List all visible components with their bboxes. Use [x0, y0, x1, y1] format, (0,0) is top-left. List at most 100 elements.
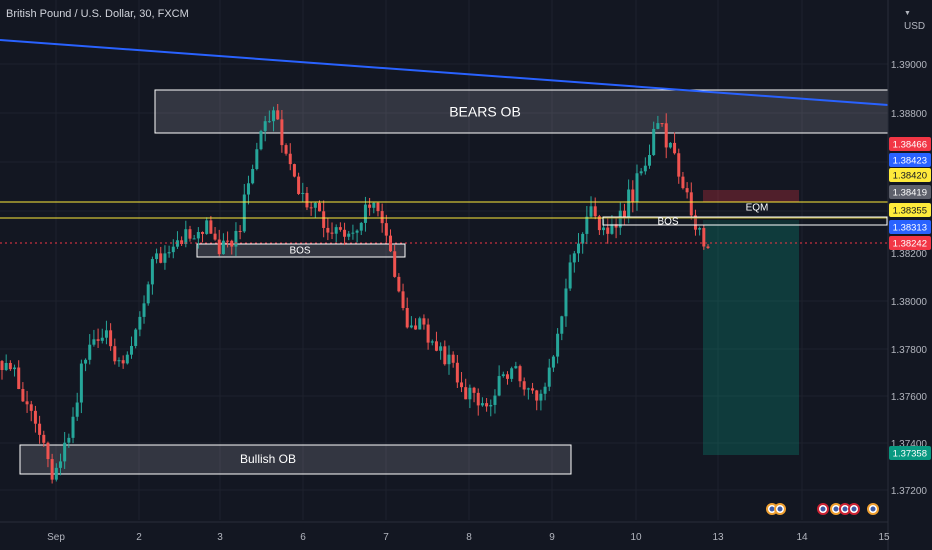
event-flag-icon[interactable]	[839, 503, 851, 515]
price-tag: 1.38420	[889, 168, 931, 182]
candle	[104, 320, 108, 345]
candle	[539, 389, 543, 411]
candle	[255, 142, 259, 171]
candle	[355, 229, 359, 243]
candle	[673, 132, 677, 155]
candle	[514, 361, 518, 369]
candle	[263, 115, 267, 142]
price-tag: 1.37358	[889, 446, 931, 460]
candle	[468, 384, 472, 409]
candle	[668, 142, 672, 149]
candle	[480, 397, 484, 407]
candle	[434, 331, 438, 352]
candle	[493, 389, 497, 414]
bullish-ob-zone[interactable]	[19, 444, 572, 475]
candle	[209, 216, 213, 234]
candle	[485, 397, 489, 412]
currency-selector[interactable]: ▼ USD	[904, 10, 932, 32]
time-tick: 14	[796, 532, 808, 543]
candle	[501, 371, 505, 378]
candle	[21, 382, 25, 402]
time-tick: 3	[217, 532, 223, 543]
candle	[175, 231, 179, 249]
candle	[0, 360, 4, 380]
candle	[284, 143, 288, 156]
candle	[564, 278, 568, 327]
candle	[568, 254, 572, 291]
candle	[221, 233, 225, 255]
event-flag-icon[interactable]	[817, 503, 829, 515]
time-axis[interactable]: Sep 2 3 6 7 8 9 10 13 14 15	[0, 521, 890, 543]
candle	[142, 295, 146, 324]
short-stop-zone[interactable]	[703, 190, 799, 202]
candle	[113, 338, 117, 365]
candle	[205, 217, 209, 235]
event-flag-icon[interactable]	[830, 503, 842, 515]
candle	[685, 182, 689, 199]
candle	[681, 171, 685, 190]
candle	[464, 378, 468, 400]
bears-ob-label: BEARS OB	[449, 104, 521, 120]
price-tick: 1.37400	[891, 439, 928, 450]
time-tick: 8	[466, 532, 472, 543]
candle	[664, 113, 668, 159]
time-tick: 7	[383, 532, 389, 543]
candlesticks	[0, 104, 710, 484]
candle	[531, 382, 535, 394]
candle	[272, 106, 276, 132]
candle	[292, 163, 296, 178]
short-target-zone[interactable]	[703, 220, 799, 455]
candle	[288, 143, 292, 171]
candle	[430, 339, 434, 346]
price-tick: 1.38000	[891, 297, 928, 308]
economic-events[interactable]	[766, 503, 879, 515]
time-tick: Sep	[47, 532, 65, 543]
event-flag-icon[interactable]	[774, 503, 786, 515]
price-axis[interactable]: 1.39000 1.38800 1.38200 1.38000 1.37800 …	[887, 0, 928, 550]
price-tick: 1.37600	[891, 392, 928, 403]
candle	[447, 345, 451, 375]
candle	[635, 164, 639, 211]
symbol-title[interactable]: British Pound / U.S. Dollar, 30, FXCM	[6, 8, 189, 20]
candle	[117, 357, 121, 367]
bos-right-zone[interactable]	[602, 216, 888, 226]
candle	[38, 415, 42, 444]
eqm-label: EQM	[746, 203, 769, 214]
candle	[322, 200, 326, 238]
candle	[150, 256, 154, 295]
price-tag: 1.38423	[889, 153, 931, 167]
candle	[547, 358, 551, 392]
candle	[238, 225, 242, 240]
candle	[602, 219, 606, 236]
candle	[472, 386, 476, 403]
candle	[29, 400, 33, 422]
candle	[188, 225, 192, 242]
candle	[510, 366, 514, 382]
candle	[313, 202, 317, 219]
time-tick: 9	[549, 532, 555, 543]
candle	[67, 433, 71, 448]
candle	[551, 355, 555, 372]
candle	[652, 121, 656, 157]
candle	[572, 250, 576, 273]
candle	[159, 246, 163, 264]
candle	[401, 283, 405, 311]
candle	[54, 463, 58, 482]
event-flag-icon[interactable]	[848, 503, 860, 515]
candle	[343, 222, 347, 246]
descending-trendline[interactable]	[0, 39, 889, 106]
candle	[33, 405, 37, 433]
time-tick: 15	[878, 532, 890, 543]
candle	[543, 382, 547, 401]
candle	[246, 175, 250, 205]
candle	[301, 182, 305, 203]
candle	[693, 209, 697, 236]
candle	[92, 329, 96, 347]
candle	[455, 354, 459, 388]
candle	[589, 196, 593, 218]
bos-left-zone[interactable]	[196, 243, 406, 258]
event-flag-icon[interactable]	[867, 503, 879, 515]
candle	[422, 314, 426, 330]
